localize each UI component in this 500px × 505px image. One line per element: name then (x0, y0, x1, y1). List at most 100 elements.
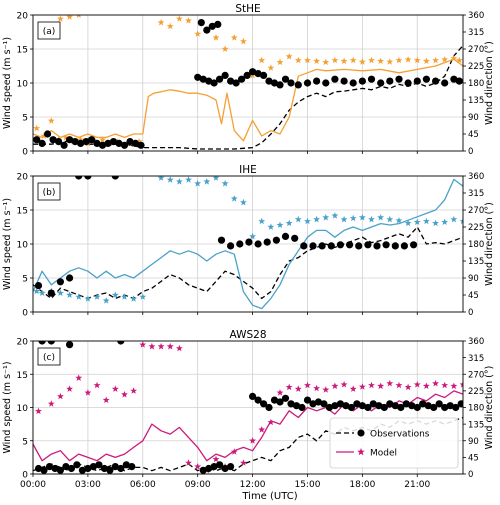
model-direction-star (194, 180, 202, 187)
observed-direction-dot (455, 77, 463, 85)
y-tick-label-right: 225 (468, 62, 484, 72)
model-direction-star (404, 219, 412, 227)
observed-direction-dot (450, 75, 458, 83)
panel-letter: (c) (43, 353, 55, 363)
y-axis-label-left: Wind speed (m s⁻¹) (2, 361, 13, 453)
observed-direction-dot (100, 464, 108, 473)
model-direction-star (368, 56, 375, 64)
model-direction-star (340, 381, 348, 388)
model-direction-star (313, 215, 320, 223)
legend-obs-label: Observations (370, 430, 430, 440)
observed-direction-dot (73, 461, 81, 469)
observed-direction-dot (60, 141, 68, 149)
observed-direction-dot (397, 403, 405, 412)
observed-speed-line (33, 226, 463, 300)
observed-direction-dot (287, 400, 295, 408)
observed-direction-dot (265, 77, 273, 85)
observed-direction-dot (294, 81, 302, 89)
model-direction-star (340, 57, 348, 64)
model-direction-star (294, 385, 302, 392)
panel-letter: (b) (43, 188, 56, 198)
model-direction-star (240, 37, 247, 45)
model-direction-star (40, 132, 48, 139)
observed-direction-dot (413, 77, 421, 85)
observed-direction-dot (325, 403, 333, 412)
model-direction-star (267, 64, 275, 71)
model-direction-star (185, 176, 192, 183)
observed-direction-dot (291, 234, 299, 242)
model-direction-star (185, 17, 192, 24)
observed-direction-dot (287, 79, 295, 87)
model-direction-star (38, 289, 46, 296)
model-direction-star (386, 215, 394, 223)
observed-direction-dot (281, 232, 290, 240)
observed-direction-dot (221, 464, 229, 473)
observed-direction-dot (33, 136, 41, 144)
y-axis-label-right: Wind direction (°) (484, 41, 495, 125)
observed-direction-dot (117, 341, 125, 345)
observed-direction-dot (424, 402, 432, 410)
observed-direction-dot (128, 463, 136, 471)
model-direction-star (35, 407, 42, 415)
observed-direction-dot (89, 463, 97, 471)
model-direction-star (285, 383, 293, 391)
model-direction-star (33, 124, 41, 132)
observed-direction-dot (380, 403, 388, 412)
model-direction-star (212, 34, 220, 41)
panel-ihe: 0 5 10 15 20 0 45 90 135 180 225 270 315 360 IHE (b) Win… (2, 164, 495, 319)
observed-direction-dot (331, 402, 339, 410)
x-axis-label: Time (UTC) (241, 491, 297, 502)
x-tick-label: 09:00 (185, 480, 211, 490)
model-direction-star (121, 391, 128, 398)
y-tick-label-right: 135 (468, 257, 484, 267)
observed-direction-dot (137, 141, 145, 149)
model-direction-star (285, 53, 293, 60)
model-direction-star (148, 342, 156, 350)
y-tick-label-right: 45 (468, 291, 479, 301)
observed-direction-dot (435, 400, 443, 408)
y-tick-label-left: 10 (17, 80, 29, 90)
model-direction-star (331, 212, 339, 219)
observed-direction-dot (276, 398, 284, 406)
observed-direction-dot (249, 392, 257, 400)
model-direction-star (130, 387, 138, 394)
model-direction-star (75, 293, 83, 300)
model-direction-star (267, 223, 275, 230)
observed-direction-dot (373, 242, 381, 250)
observed-direction-dot (298, 403, 306, 412)
y-tick-label-left: 20 (17, 173, 29, 183)
y-tick-label-left: 15 (17, 207, 28, 217)
model-direction-star (441, 56, 449, 63)
panel-letter-box (37, 182, 61, 201)
observed-direction-dot (404, 79, 412, 87)
model-direction-star (377, 382, 385, 389)
observed-direction-dot (336, 400, 344, 408)
model-direction-star (349, 56, 357, 64)
observed-direction-dot (216, 75, 224, 83)
model-direction-star (450, 54, 458, 62)
observed-direction-dot (208, 22, 216, 30)
model-direction-star (358, 214, 366, 221)
observed-direction-dot (358, 77, 366, 85)
y-tick-label-left: 15 (17, 371, 28, 381)
model-direction-star (313, 384, 320, 392)
observed-direction-dot (303, 396, 312, 404)
observed-direction-dot (375, 402, 383, 410)
observed-direction-dot (309, 400, 317, 408)
model-direction-star (135, 138, 143, 145)
model-direction-star (258, 217, 266, 225)
panel-title: IHE (239, 164, 257, 176)
observed-direction-dot (441, 403, 449, 412)
model-direction-star (276, 389, 284, 396)
observed-direction-dot (117, 464, 125, 473)
observed-direction-dot (126, 138, 134, 146)
model-direction-star (423, 217, 430, 225)
observed-direction-dot (386, 400, 394, 408)
observed-direction-dot (432, 77, 440, 85)
observed-direction-dot (40, 466, 48, 474)
observed-direction-dot (93, 139, 101, 147)
model-direction-star (230, 448, 238, 455)
observed-direction-dot (446, 402, 454, 410)
x-tick-label: 03:00 (75, 480, 101, 490)
model-direction-star (386, 58, 394, 65)
